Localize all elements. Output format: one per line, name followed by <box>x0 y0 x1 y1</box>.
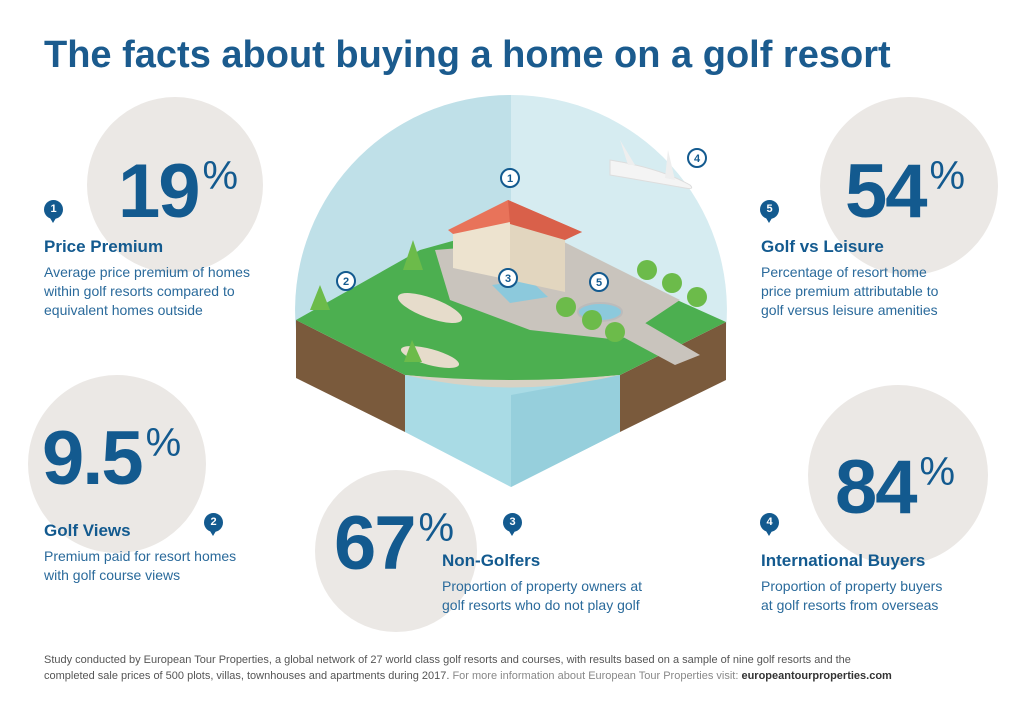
stat-2-circle <box>28 375 206 553</box>
stat-2-description: Premium paid for resort homes with golf c… <box>44 548 237 583</box>
stat-4-badge: 4 <box>760 513 779 536</box>
stat-1-value: 19 <box>118 149 201 234</box>
stat-3-value: 67 <box>334 501 417 586</box>
stat-1-heading: Price Premium <box>44 237 164 256</box>
stat-5-description: Percentage of resort home price premium a… <box>761 264 939 318</box>
airplane-icon <box>609 140 693 190</box>
stat-4-heading: International Buyers <box>761 551 926 570</box>
svg-text:5: 5 <box>596 277 602 289</box>
marker-1: 1 <box>500 168 520 188</box>
stat-5-unit: % <box>929 154 966 198</box>
marker-2: 2 <box>336 271 356 291</box>
svg-text:1: 1 <box>507 173 513 185</box>
stat-1-unit: % <box>202 154 239 198</box>
marker-3: 3 <box>498 268 518 288</box>
stat-5-circle <box>820 97 998 275</box>
stat-2-heading: Golf Views <box>44 521 131 540</box>
stat-4-figure: 84 % <box>835 450 955 526</box>
stat-3-circle <box>315 470 477 632</box>
stat-4-value: 84 <box>835 445 918 530</box>
stat-4-circle <box>808 385 988 565</box>
page-title: The facts about buying a home on a golf … <box>44 34 891 76</box>
stat-5-heading: Golf vs Leisure <box>761 237 884 256</box>
earth-right <box>620 322 726 432</box>
stat-2-value: 9.5 <box>42 416 144 501</box>
stat-5-value: 54 <box>845 149 928 234</box>
stat-1-description: Average price premium of homes within gol… <box>44 264 250 318</box>
stat-3-description: Proportion of property owners at golf res… <box>442 578 642 613</box>
marker-5: 5 <box>589 272 609 292</box>
stat-3-unit: % <box>418 506 455 550</box>
stat-4-unit: % <box>919 450 956 494</box>
website-link[interactable]: europeantourproperties.com <box>741 670 892 682</box>
svg-text:3: 3 <box>505 273 511 285</box>
earth-left <box>296 320 405 432</box>
svg-text:4: 4 <box>694 153 701 165</box>
stat-2-unit: % <box>145 421 182 465</box>
stat-3-heading: Non-Golfers <box>442 551 541 570</box>
stat-2-badge: 2 <box>204 513 223 536</box>
trees <box>310 240 707 362</box>
marker-4: 4 <box>687 148 707 168</box>
stat-3-badge: 3 <box>503 513 522 536</box>
stat-1-figure: 19 % <box>118 154 238 230</box>
house <box>453 218 510 280</box>
stat-1-badge: 1 <box>44 200 63 223</box>
stat-5-figure: 54 % <box>845 154 965 230</box>
footer-note: Study conducted by European Tour Propert… <box>44 654 892 682</box>
stat-4-description: Proportion of property buyers at golf res… <box>761 578 943 613</box>
stat-5-badge: 5 <box>760 200 779 223</box>
svg-text:2: 2 <box>343 276 349 288</box>
stat-2-figure: 9.5 % <box>42 421 181 497</box>
stat-3-figure: 67 % <box>334 506 454 582</box>
stat-1-circle <box>87 97 263 273</box>
